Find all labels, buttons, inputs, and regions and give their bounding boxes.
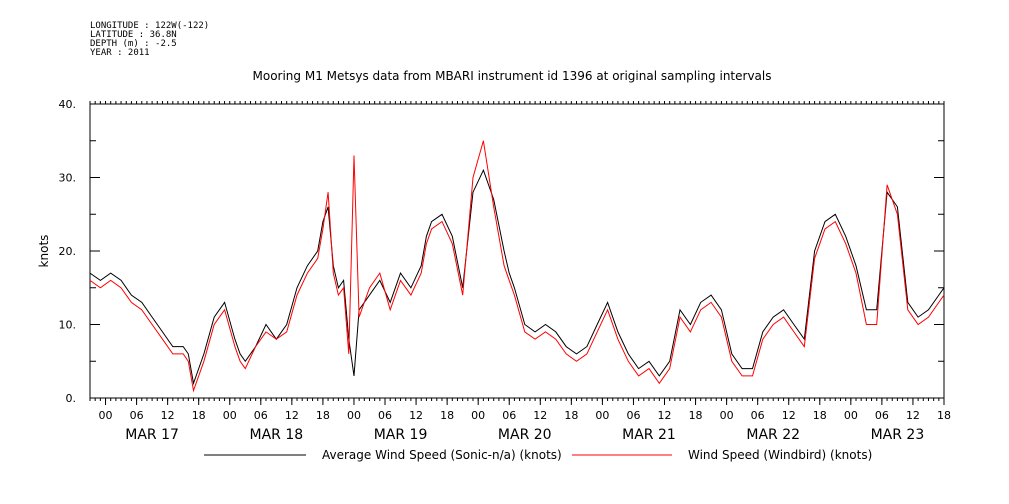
- x-tick-label: 06: [626, 409, 640, 422]
- x-day-label: MAR 23: [871, 427, 925, 443]
- x-tick-label: 12: [658, 409, 672, 422]
- plot-frame: [89, 103, 945, 399]
- x-tick-label: 12: [782, 409, 796, 422]
- x-tick-label: 06: [130, 409, 144, 422]
- meta-depth: DEPTH (m) : -2.5: [90, 39, 177, 49]
- legend-label-1: Average Wind Speed (Sonic-n/a) (knots): [322, 448, 562, 462]
- x-tick-label: 18: [316, 409, 330, 422]
- x-tick-label: 00: [471, 409, 485, 422]
- y-tick-label: 0.: [66, 392, 77, 405]
- x-tick-label: 06: [378, 409, 392, 422]
- series-line-2: [89, 140, 945, 393]
- y-axis-label: knots: [37, 235, 51, 268]
- meta-latitude: LATITUDE : 36.8N: [90, 30, 177, 40]
- x-tick-label: 18: [192, 409, 206, 422]
- meta-year: YEAR : 2011: [90, 48, 150, 58]
- x-tick-label: 18: [689, 409, 703, 422]
- series-line-1: [89, 168, 945, 386]
- x-tick-label: 00: [844, 409, 858, 422]
- x-day-label: MAR 18: [249, 427, 303, 443]
- chart-title: Mooring M1 Metsys data from MBARI instru…: [253, 69, 772, 83]
- x-tick-label: 12: [285, 409, 299, 422]
- x-tick-label: 06: [502, 409, 516, 422]
- x-tick-label: 12: [409, 409, 423, 422]
- y-tick-label: 10.: [59, 319, 77, 332]
- x-tick-label: 18: [440, 409, 454, 422]
- y-tick-label: 30.: [59, 172, 77, 185]
- x-tick-label: 00: [99, 409, 113, 422]
- x-tick-label: 00: [347, 409, 361, 422]
- meta-longitude: LONGITUDE : 122W(-122): [90, 21, 210, 31]
- x-tick-label: 18: [937, 409, 951, 422]
- x-tick-label: 18: [564, 409, 578, 422]
- x-tick-label: 12: [906, 409, 920, 422]
- x-tick-label: 12: [533, 409, 547, 422]
- x-tick-label: 06: [254, 409, 268, 422]
- y-tick-label: 40.: [59, 98, 77, 111]
- x-tick-label: 06: [751, 409, 765, 422]
- y-tick-label: 20.: [59, 245, 77, 258]
- x-tick-label: 00: [223, 409, 237, 422]
- x-tick-label: 06: [875, 409, 889, 422]
- legend-label-2: Wind Speed (Windbird) (knots): [688, 448, 872, 462]
- plot-area: 0. 10. 20. 30. 40. knots 00 06 12 18 00 06 12 18 00 06 1…: [37, 98, 951, 462]
- x-day-label: MAR 20: [498, 427, 552, 443]
- x-tick-label: 18: [813, 409, 827, 422]
- x-tick-label: 00: [720, 409, 734, 422]
- x-day-label: MAR 22: [746, 427, 800, 443]
- x-tick-label: 12: [161, 409, 175, 422]
- x-tick-label: 00: [595, 409, 609, 422]
- x-day-label: MAR 21: [622, 427, 676, 443]
- x-day-label: MAR 17: [125, 427, 179, 443]
- x-day-label: MAR 19: [374, 427, 428, 443]
